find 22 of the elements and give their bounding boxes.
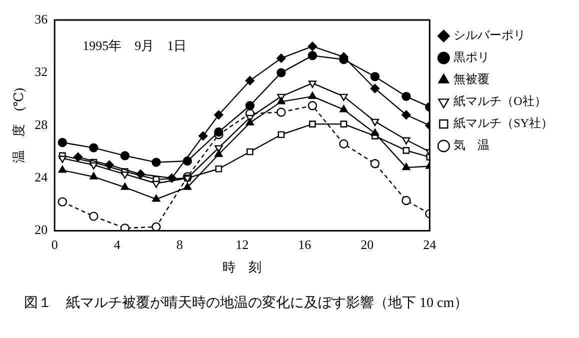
legend-label: シルバーポリ <box>454 28 526 42</box>
y-tick-label: 28 <box>34 116 48 132</box>
x-tick-label: 4 <box>114 237 121 252</box>
x-tick-label: 16 <box>298 237 312 252</box>
legend-label: 紙マルチ（SY社） <box>454 116 554 130</box>
x-axis-title: 時 刻 <box>222 260 262 275</box>
y-tick-label: 24 <box>34 170 48 185</box>
x-tick-label: 20 <box>360 237 374 252</box>
annotation: 1995年 9月 1日 <box>82 38 187 53</box>
legend-label: 無被覆 <box>454 72 490 86</box>
legend-label: 気 温 <box>454 138 490 152</box>
y-tick-label: 20 <box>34 222 48 238</box>
y-tick-label: 36 <box>34 11 48 26</box>
x-tick-label: 8 <box>176 237 183 252</box>
y-tick-label: 32 <box>34 64 48 80</box>
caption: 図１ 紙マルチ被覆が晴天時の地温の変化に及ぼす影響（地下 10 cm） <box>24 294 470 312</box>
legend-label: 黒ポリ <box>454 50 490 64</box>
x-tick-label: 0 <box>51 237 58 252</box>
x-tick-label: 24 <box>423 237 437 252</box>
legend-label: 紙マルチ（O社） <box>454 94 546 108</box>
y-axis-title: 温 度 (℃) <box>11 88 26 163</box>
x-tick-label: 12 <box>236 237 249 252</box>
